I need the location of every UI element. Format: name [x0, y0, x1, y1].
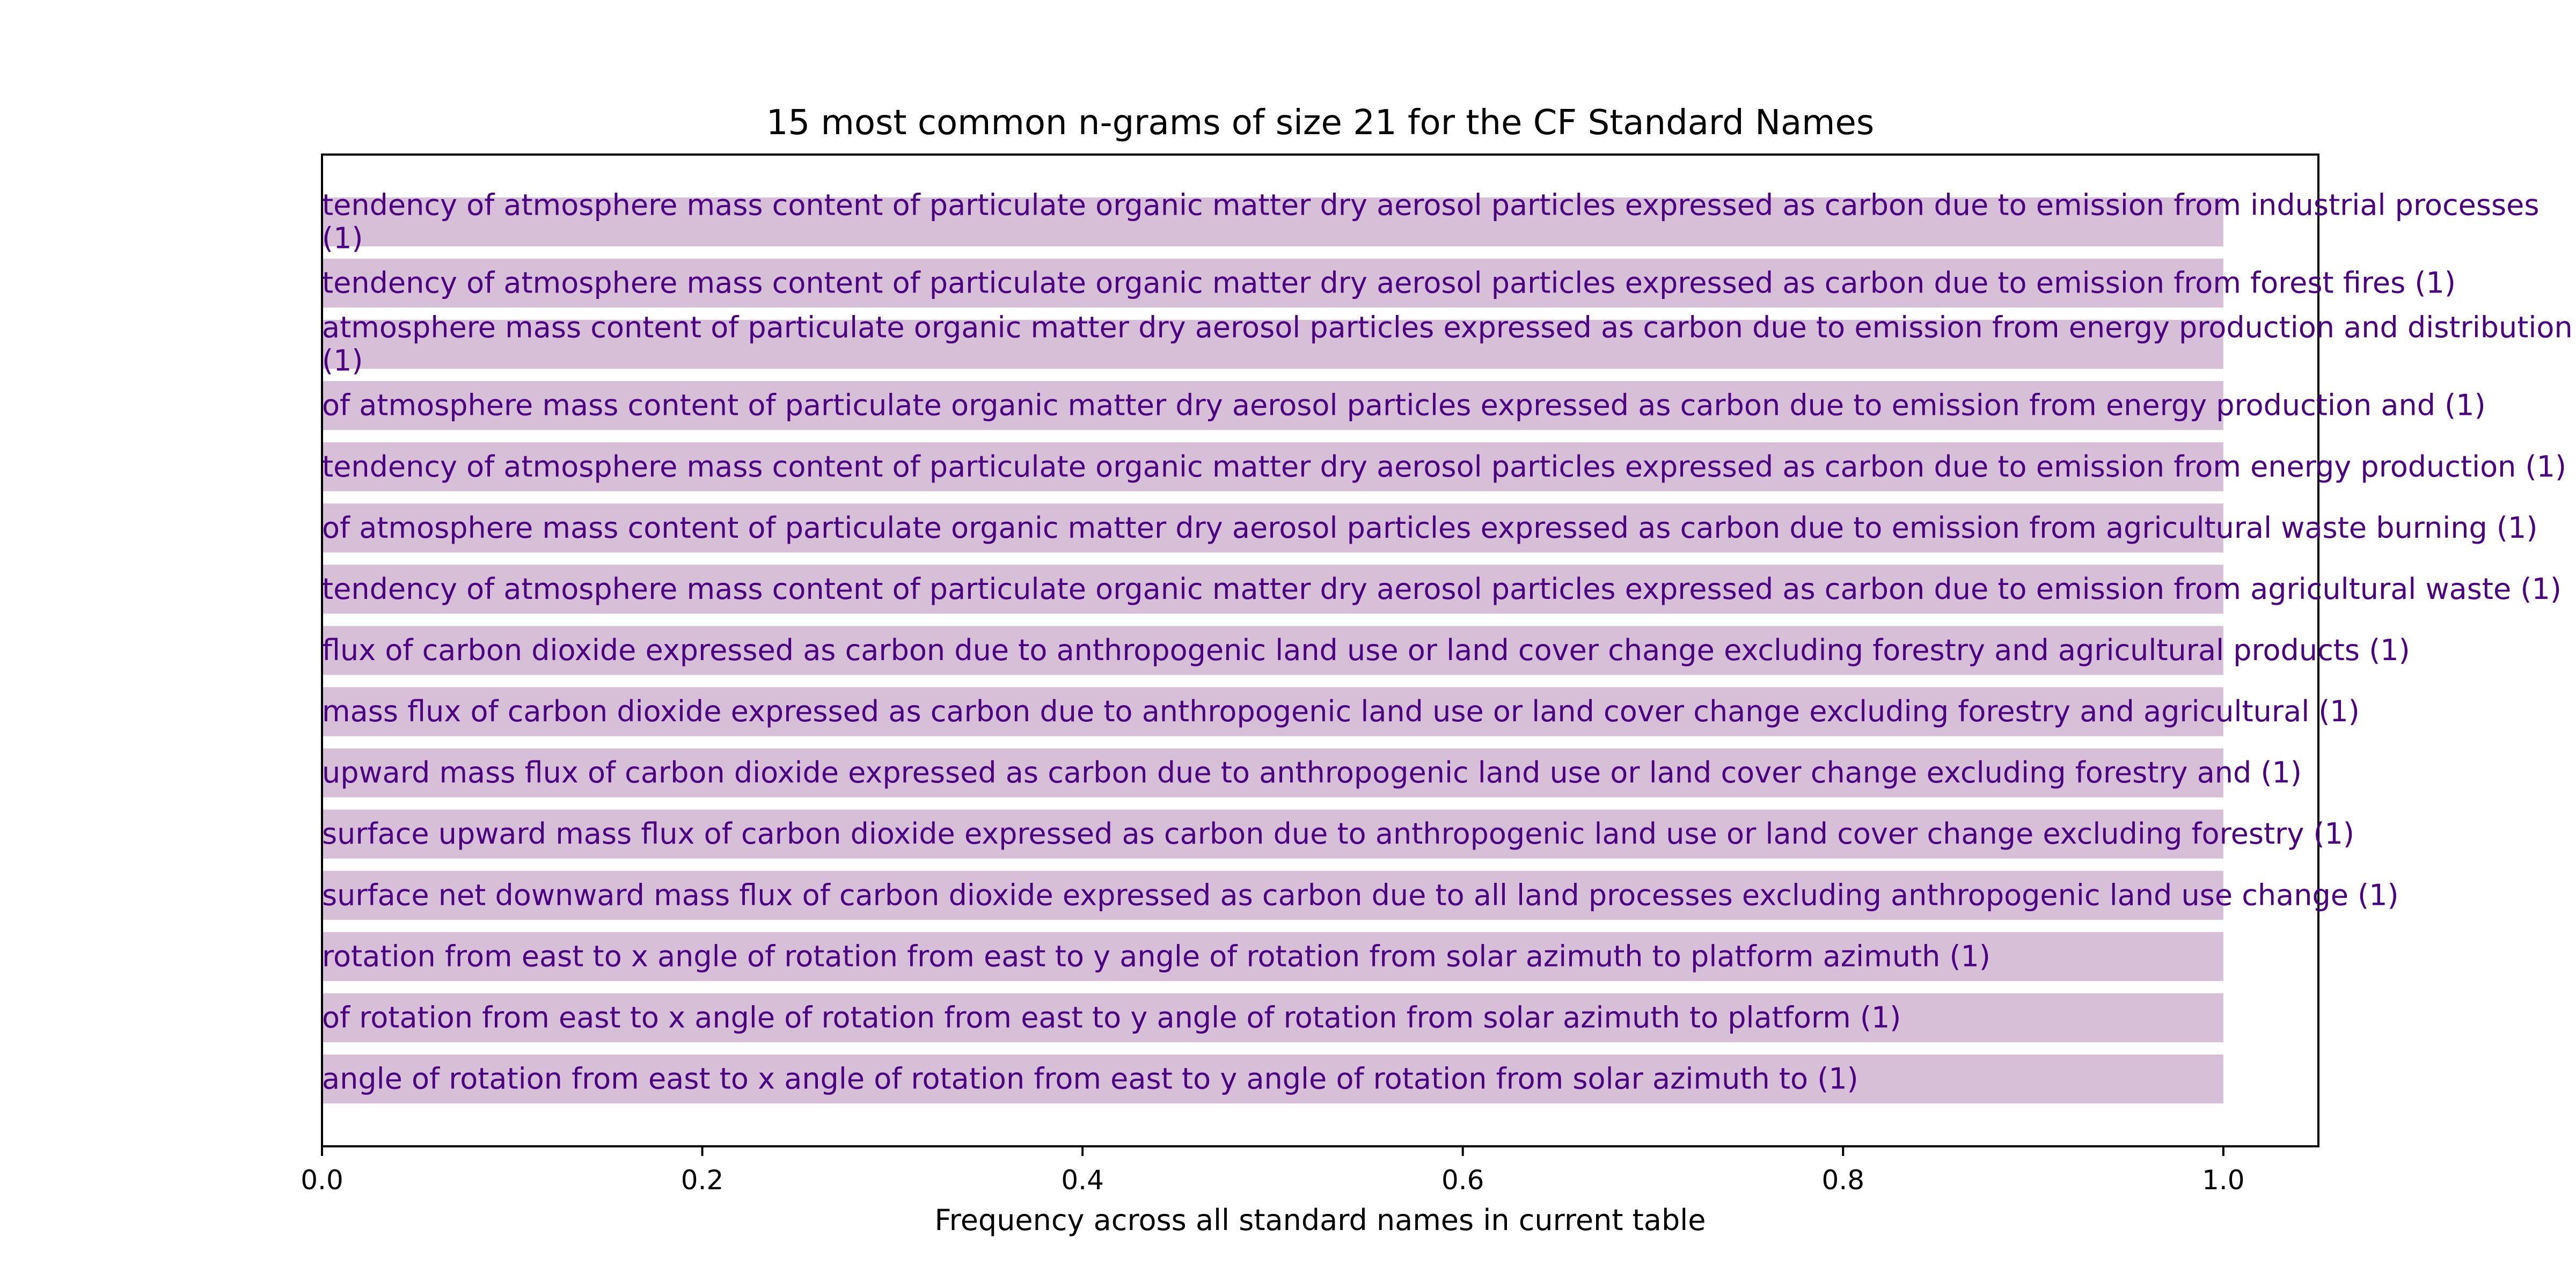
bar-label-4: of atmosphere mass content of particulat… [322, 389, 2486, 422]
bar-5 [322, 442, 2223, 492]
bar-labels-group: tendency of atmosphere mass content of p… [322, 188, 2573, 1095]
bar-label-5: tendency of atmosphere mass content of p… [322, 450, 2566, 484]
plot-frame [321, 153, 2319, 1147]
bar-4 [322, 381, 2223, 430]
bar-14 [322, 993, 2223, 1043]
chart-title: 15 most common n-grams of size 21 for th… [766, 103, 1874, 143]
bar-label-3: atmosphere mass content of particulate o… [322, 311, 2573, 378]
bar-2 [322, 258, 2223, 308]
x-tick-label-1: 0.2 [681, 1165, 724, 1196]
bar-label-1: tendency of atmosphere mass content of p… [322, 188, 2539, 255]
bar-15 [322, 1054, 2223, 1104]
x-tick-label-3: 0.6 [1441, 1165, 1484, 1196]
bar-label-11: surface upward mass flux of carbon dioxi… [322, 817, 2354, 851]
bar-1 [322, 197, 2223, 247]
bars-group [322, 197, 2223, 1104]
x-tick-label-4: 0.8 [1822, 1165, 1865, 1196]
bar-8 [322, 626, 2223, 675]
bar-6 [322, 503, 2223, 553]
bar-label-10: upward mass flux of carbon dioxide expre… [322, 756, 2302, 789]
bar-label-13: rotation from east to x angle of rotatio… [322, 939, 1990, 973]
bar-10 [322, 748, 2223, 797]
bar-label-15: angle of rotation from east to x angle o… [322, 1062, 1858, 1096]
bar-3 [322, 320, 2223, 369]
bar-label-7: tendency of atmosphere mass content of p… [322, 572, 2562, 606]
x-tick-label-0: 0.0 [301, 1165, 343, 1196]
bar-11 [322, 809, 2223, 859]
bar-label-6: of atmosphere mass content of particulat… [322, 511, 2537, 545]
bar-label-14: of rotation from east to x angle of rota… [322, 1000, 1901, 1034]
bar-label-12: surface net downward mass flux of carbon… [322, 878, 2399, 912]
bar-7 [322, 565, 2223, 614]
bar-label-9: mass flux of carbon dioxide expressed as… [322, 694, 2360, 728]
x-tick-label-2: 0.4 [1061, 1165, 1104, 1196]
bar-label-2: tendency of atmosphere mass content of p… [322, 266, 2456, 300]
bar-12 [322, 870, 2223, 920]
x-axis-label: Frequency across all standard names in c… [935, 1203, 1706, 1237]
bar-13 [322, 932, 2223, 981]
x-axis-ticks: 0.0 0.2 0.4 0.6 0.8 1.0 [301, 1146, 2245, 1196]
bar-label-8: flux of carbon dioxide expressed as carb… [322, 633, 2410, 667]
bar-9 [322, 687, 2223, 736]
x-tick-label-5: 1.0 [2202, 1165, 2245, 1196]
